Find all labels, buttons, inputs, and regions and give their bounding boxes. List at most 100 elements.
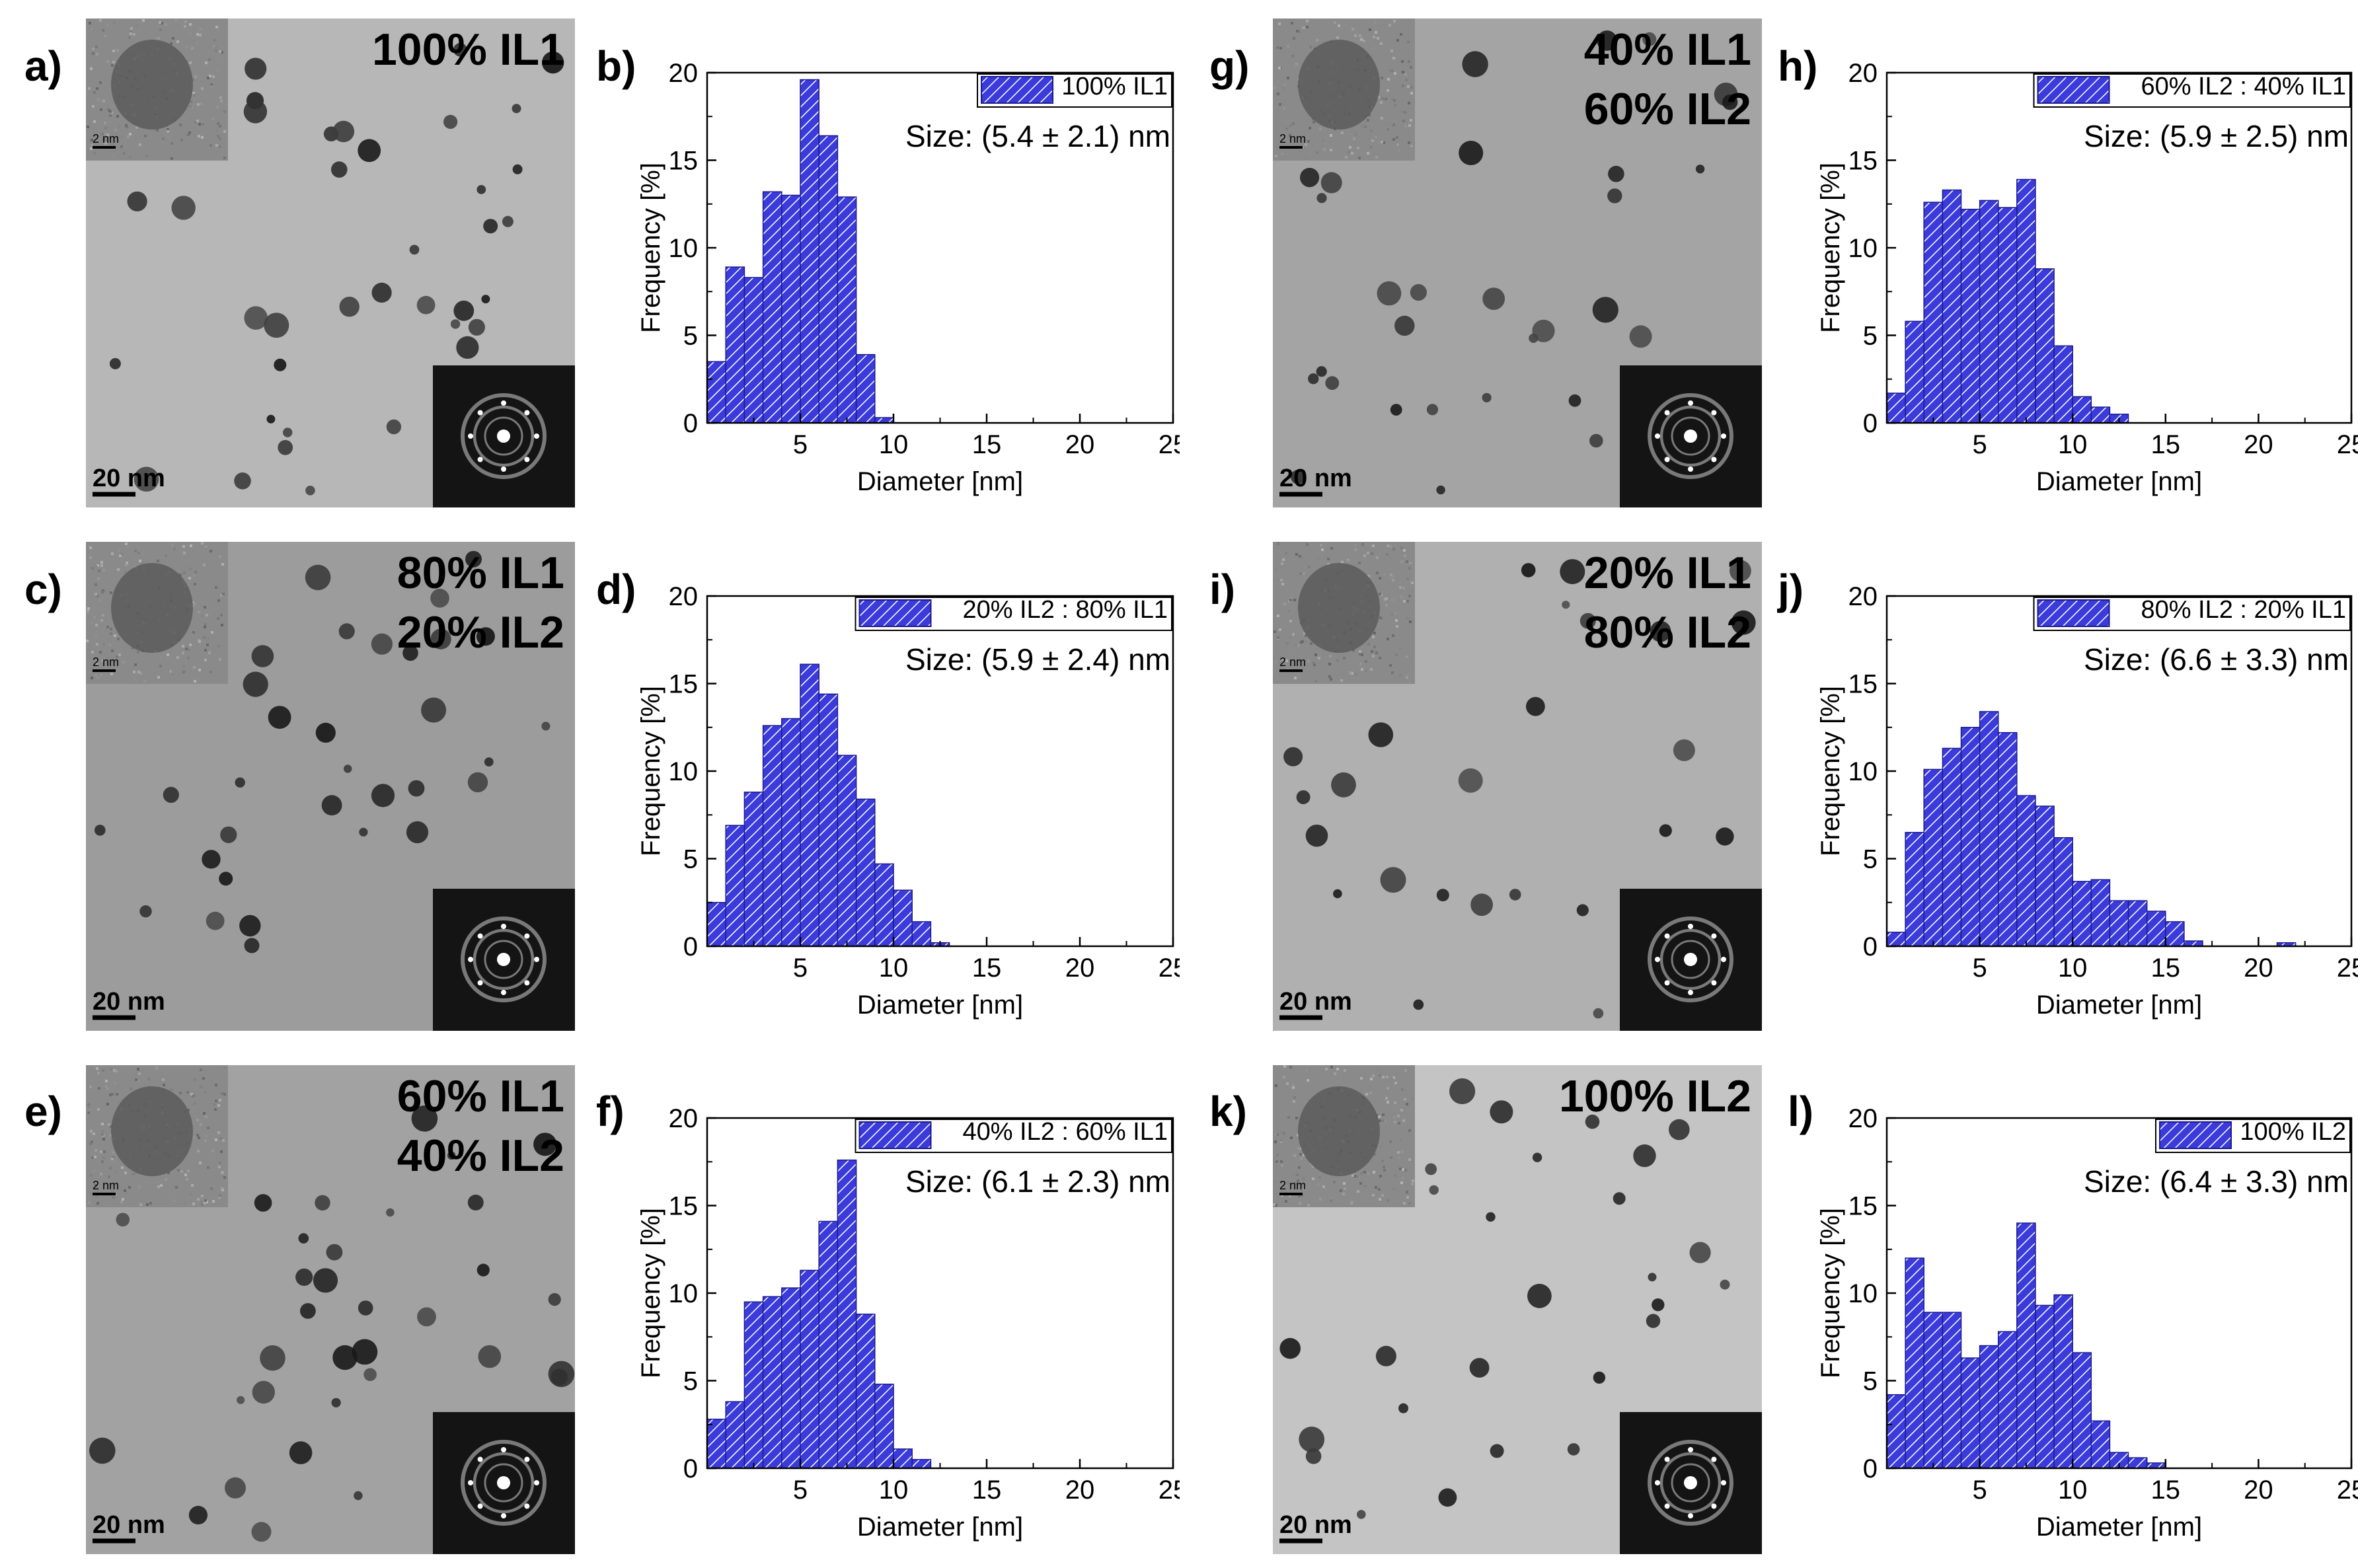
nanoparticle — [344, 765, 352, 773]
composition-label: 100% IL1 — [372, 24, 564, 75]
panel-label-h: h) — [1778, 42, 1818, 90]
nanoparticle — [1305, 1448, 1322, 1464]
x-axis-label: Diameter [nm] — [2036, 990, 2202, 1020]
nanoparticle — [1585, 1114, 1600, 1129]
x-tick-label: 20 — [2244, 430, 2273, 459]
nanoparticle — [1436, 485, 1445, 495]
histogram-bar — [837, 755, 857, 947]
scale-bar-label: 20 nm — [93, 988, 165, 1016]
x-axis-label: Diameter [nm] — [857, 1512, 1023, 1542]
histogram-bar — [893, 889, 913, 947]
size-annotation: Size: (6.4 ± 3.3) nm — [2084, 1164, 2349, 1199]
nanoparticle — [1469, 1358, 1490, 1378]
x-tick-label: 15 — [2151, 430, 2181, 459]
histogram-bar — [2146, 911, 2166, 947]
legend-label: 40% IL2 : 60% IL1 — [962, 1118, 1168, 1146]
nanoparticle — [127, 191, 147, 211]
nanoparticle — [358, 139, 381, 163]
histogram-bar — [2072, 881, 2092, 947]
histogram-l: 0 5 10 15 20 5 10 15 20 25 Diameter [nm] Frequency … — [1816, 1104, 2358, 1542]
histogram-bar — [855, 1314, 876, 1469]
nanoparticle — [1299, 1427, 1325, 1452]
nanoparticle — [542, 51, 564, 74]
nanoparticle — [1650, 620, 1671, 642]
size-annotation: Size: (6.6 ± 3.3) nm — [2084, 642, 2349, 677]
nanoparticle — [1652, 1298, 1665, 1312]
panel-label-i: i) — [1209, 566, 1236, 613]
scale-bar-label: 20 nm — [1279, 988, 1352, 1016]
nanoparticle — [1482, 392, 1492, 402]
nanoparticle — [406, 821, 429, 844]
nanoparticle — [331, 1398, 341, 1407]
inset-scale-label: 2 nm — [93, 1179, 119, 1192]
y-tick-label: 15 — [669, 1192, 699, 1221]
tem-image-e: 2 nm 60% IL1 40% IL2 20 nm — [86, 1065, 575, 1554]
y-axis-label: Frequency [%] — [1816, 1208, 1845, 1378]
x-tick-label: 25 — [2337, 953, 2358, 983]
nanoparticle — [1316, 193, 1327, 204]
histogram-bar — [1960, 727, 1981, 947]
hrtem-inset: 2 nm — [86, 19, 228, 161]
nanoparticle — [1521, 563, 1536, 578]
nanoparticle — [1458, 768, 1483, 793]
x-tick-label: 5 — [1972, 1475, 1987, 1505]
nanoparticle — [1316, 366, 1327, 377]
nanoparticle — [139, 905, 152, 918]
nanoparticle — [260, 1345, 285, 1371]
nanoparticle — [1722, 94, 1738, 110]
histogram-bar — [837, 1159, 857, 1469]
nanoparticle — [352, 1339, 378, 1365]
nanoparticle — [551, 1368, 568, 1386]
legend-swatch — [2159, 1121, 2232, 1149]
histogram-bar — [781, 194, 801, 424]
nanoparticle — [1325, 376, 1340, 391]
nanoparticle — [541, 722, 551, 731]
nanoparticle — [456, 336, 479, 359]
size-annotation: Size: (6.1 ± 2.3) nm — [905, 1164, 1170, 1199]
nanoparticle — [416, 295, 436, 315]
histogram-bar — [2016, 1222, 2036, 1469]
composition-label: 40% IL1 — [1584, 24, 1751, 75]
histogram-bar — [874, 863, 894, 947]
nanoparticle — [468, 318, 486, 336]
histogram-h: 0 5 10 15 20 5 10 15 20 25 Diameter [nm] Frequency … — [1816, 59, 2358, 496]
nanoparticle — [251, 645, 274, 667]
histogram-bar — [725, 1401, 745, 1469]
y-tick-label: 0 — [1863, 1454, 1878, 1483]
histogram-bar — [837, 196, 857, 424]
nanoparticle — [1482, 287, 1505, 310]
nanoparticle — [1669, 1119, 1690, 1140]
nanoparticle — [1425, 1163, 1437, 1176]
inset-scale-label: 2 nm — [1279, 132, 1306, 145]
nanoparticle — [274, 358, 287, 371]
nanoparticle — [244, 938, 260, 953]
histogram-bar — [1905, 1257, 1924, 1469]
x-tick-label: 20 — [1065, 1475, 1095, 1505]
fft-inset — [433, 1412, 575, 1554]
nanoparticle — [245, 57, 267, 80]
legend-label: 100% IL1 — [1061, 73, 1168, 100]
y-tick-label: 20 — [669, 582, 699, 611]
nanoparticle — [305, 564, 331, 591]
fft-inset — [1620, 889, 1762, 1031]
y-tick-label: 15 — [1848, 670, 1878, 699]
panel-label-j: j) — [1778, 566, 1804, 613]
nanoparticle — [1593, 1371, 1606, 1384]
histogram-bar — [2053, 837, 2073, 947]
nanoparticle — [358, 1300, 373, 1316]
legend-box — [855, 597, 1172, 631]
composition-label: 60% IL2 — [1584, 84, 1751, 134]
histogram-bar — [2165, 921, 2185, 947]
nanoparticle — [225, 1477, 246, 1499]
x-tick-label: 5 — [793, 953, 808, 983]
y-axis-label: Frequency [%] — [636, 163, 666, 333]
composition-label: 100% IL2 — [1559, 1071, 1751, 1121]
composition-label: 40% IL2 — [397, 1131, 564, 1181]
panel-label-e: e) — [24, 1088, 62, 1135]
histogram-bar — [762, 191, 782, 424]
nanoparticle — [1331, 772, 1356, 798]
histogram-bar — [800, 79, 819, 424]
x-axis-label: Diameter [nm] — [857, 990, 1023, 1020]
histogram-bar — [1905, 320, 1924, 424]
nanoparticle — [408, 780, 425, 797]
